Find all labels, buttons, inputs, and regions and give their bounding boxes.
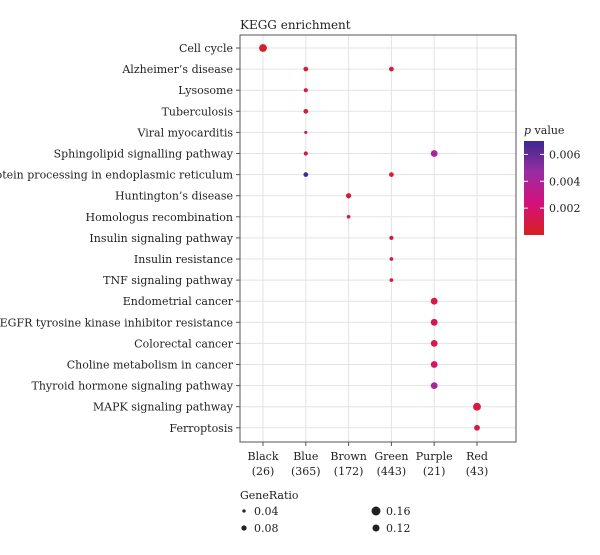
colorbar-tick-label: 0.004	[549, 175, 581, 188]
generatio-legend-label: 0.08	[254, 522, 279, 535]
pvalue-legend-title: p value	[524, 124, 564, 137]
y-tick-label: Colorectal cancer	[134, 337, 234, 350]
data-point	[303, 108, 309, 114]
chart-title: KEGG enrichment	[240, 18, 351, 32]
y-tick-label: TNF signaling pathway	[103, 274, 234, 287]
y-tick-label: Choline metabolism in cancer	[67, 359, 234, 372]
x-tick-count: (43)	[466, 465, 489, 478]
data-point	[303, 151, 308, 156]
y-tick-label: Lysosome	[178, 84, 233, 97]
pvalue-legend: p value 0.006 0.004 0.002	[524, 124, 581, 235]
colorbar-tick-label: 0.006	[549, 148, 581, 161]
generatio-legend-label: 0.04	[254, 505, 279, 518]
x-tick-label: Green	[374, 450, 408, 463]
data-point	[389, 257, 394, 261]
data-points	[259, 44, 481, 431]
x-tick-count: (26)	[252, 465, 275, 478]
data-point	[303, 172, 309, 177]
x-tick-label: Black	[248, 450, 279, 463]
data-point	[389, 278, 394, 282]
data-point	[474, 424, 480, 431]
pvalue-legend-title-p: p	[524, 124, 531, 137]
y-tick-label: Ferroptosis	[169, 422, 233, 435]
y-tick-label: Alzheimer’s disease	[121, 63, 233, 76]
generatio-legend-entries: 0.04 0.08 0.16 0.12	[241, 505, 411, 535]
data-point	[473, 402, 481, 411]
data-point	[430, 297, 438, 305]
colorbar-tick-label: 0.002	[549, 202, 581, 215]
y-tick-label: MAPK signaling pathway	[93, 401, 234, 414]
generatio-legend-label: 0.12	[386, 522, 411, 535]
x-tick-count: (365)	[291, 465, 321, 478]
y-tick-label: Homologus recombination	[85, 211, 233, 224]
x-tick-count: (443)	[377, 465, 407, 478]
data-point	[430, 318, 438, 326]
y-tick-label: Protein processing in endoplasmic reticu…	[0, 169, 234, 182]
data-point	[389, 235, 394, 240]
y-tick-label: Sphingolipid signalling pathway	[54, 148, 234, 161]
data-point	[430, 361, 438, 368]
data-point	[304, 130, 308, 134]
x-tick-count: (172)	[334, 465, 364, 478]
grid-lines	[240, 35, 516, 442]
pvalue-colorbar-ticks: 0.006 0.004 0.002	[524, 148, 581, 215]
data-point	[259, 44, 267, 52]
data-point	[303, 88, 308, 93]
y-tick-label: Tuberculosis	[162, 105, 234, 118]
data-point	[303, 66, 309, 72]
data-point	[430, 150, 438, 157]
pvalue-legend-title-rest: value	[531, 124, 564, 137]
data-point	[389, 172, 394, 177]
y-tick-label: Thyroid hormone signaling pathway	[32, 380, 234, 393]
x-axis: Black (26) Blue (365) Brown (172) Green (443) Pu…	[248, 442, 489, 478]
x-tick-label: Red	[466, 450, 488, 463]
y-tick-label: Cell cycle	[179, 42, 233, 55]
y-tick-label: Insulin resistance	[134, 253, 233, 266]
x-tick-count: (21)	[423, 465, 446, 478]
x-tick-label: Blue	[293, 450, 318, 463]
generatio-legend-label: 0.16	[386, 505, 411, 518]
generatio-legend-key	[372, 524, 380, 532]
x-tick-label: Purple	[416, 450, 453, 463]
data-point	[430, 340, 438, 347]
y-axis: Cell cycle Alzheimer’s disease Lysosome Tub…	[0, 42, 240, 435]
data-point	[346, 214, 351, 219]
data-point	[430, 382, 438, 389]
data-point	[345, 193, 352, 199]
generatio-legend: GeneRatio 0.04 0.08 0.16 0.12	[240, 489, 411, 535]
generatio-legend-key	[241, 525, 247, 531]
generatio-legend-title: GeneRatio	[240, 489, 299, 502]
y-tick-label: Viral myocarditis	[137, 126, 234, 139]
y-tick-label: Huntington’s disease	[115, 190, 233, 203]
y-tick-label: Endometrial cancer	[123, 295, 234, 308]
x-tick-label: Brown	[330, 450, 366, 463]
generatio-legend-key	[371, 506, 381, 516]
generatio-legend-key	[242, 509, 246, 513]
pvalue-colorbar	[524, 141, 544, 235]
plot-panel	[239, 34, 517, 443]
y-tick-label: Insulin signaling pathway	[89, 232, 233, 245]
data-point	[389, 66, 394, 72]
y-tick-label: EGFR tyrosine kinase inhibitor resistanc…	[0, 316, 233, 329]
